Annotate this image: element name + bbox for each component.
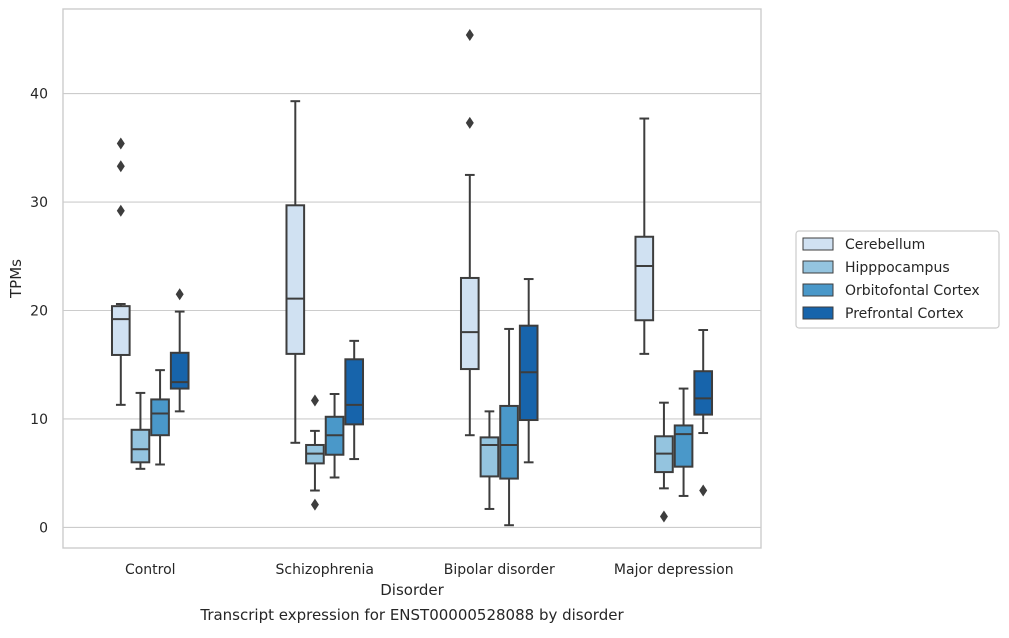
iqr-box [169,351,190,390]
plot-frame [62,8,762,549]
outlier-point [465,29,474,42]
box-prefrontal-cortex [169,288,190,413]
x-axis-label: Disorder [380,581,444,599]
y-tick-label: 10 [30,412,48,428]
outlier-point [310,498,319,511]
legend-swatch [802,260,834,274]
iqr-box [693,370,714,416]
legend-swatch [802,237,834,251]
iqr-box [150,398,170,437]
y-tick-label: 40 [30,87,48,103]
box-orbitofontal-cortex [150,369,170,466]
iqr-box [459,276,480,371]
iqr-box [285,204,306,355]
outlier-point [699,484,708,497]
box-orbitofontal-cortex [324,393,345,479]
box-cerebellum [459,29,480,437]
box-prefrontal-cortex [518,278,539,464]
legend-swatch [802,306,834,320]
outlier-point [175,288,184,301]
box-orbitofontal-cortex [499,327,519,527]
y-tick-label: 0 [39,520,48,536]
iqr-box [344,358,365,426]
box-prefrontal-cortex [344,339,365,461]
iqr-box [479,436,500,478]
outlier-point [116,137,125,150]
iqr-box [673,424,694,468]
box-hipppocampus [654,401,674,523]
outlier-point [116,204,125,217]
box-hipppocampus [130,391,151,470]
iqr-box [634,235,655,322]
box-cerebellum [634,117,655,355]
box-prefrontal-cortex [693,329,714,497]
iqr-box [130,428,151,464]
box-cerebellum [110,137,131,406]
legend-label: Hipppocampus [845,260,950,276]
iqr-box [110,305,131,356]
y-tick-label: 20 [30,303,48,319]
iqr-box [499,404,519,480]
y-axis-label: TPMs [7,259,25,299]
outlier-point [465,116,474,129]
legend-swatch [802,283,834,297]
legend-label: Orbitofontal Cortex [845,283,980,299]
legend-label: Cerebellum [845,237,925,253]
x-tick-label: Control [125,562,176,578]
legend-frame [795,230,1000,329]
box-cerebellum [285,100,306,444]
chart-caption: Transcript expression for ENST0000052808… [200,606,624,624]
x-tick-label: Major depression [614,562,734,578]
outlier-point [310,394,319,407]
box-orbitofontal-cortex [673,387,694,497]
outlier-point [116,160,125,173]
legend-label: Prefrontal Cortex [845,306,964,322]
y-tick-label: 30 [30,195,48,211]
box-hipppocampus [305,394,325,511]
box-hipppocampus [479,410,500,510]
x-tick-label: Schizophrenia [276,562,374,578]
outlier-point [659,510,668,523]
x-tick-label: Bipolar disorder [444,562,555,578]
